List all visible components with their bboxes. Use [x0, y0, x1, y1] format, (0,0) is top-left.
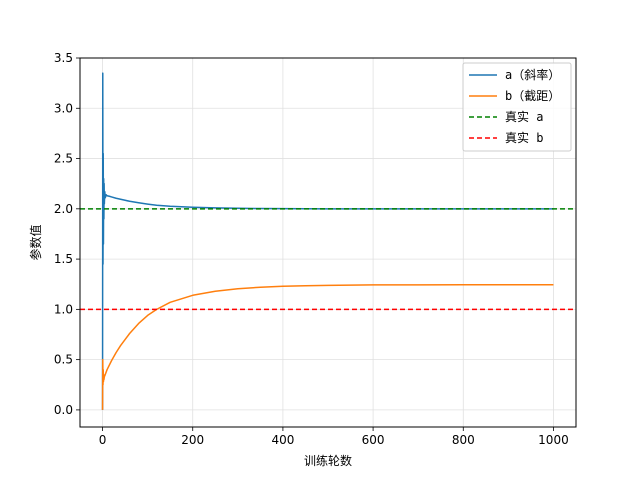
x-tick-label: 400: [271, 433, 294, 447]
x-axis-ticks: 0 200 400 600 800 1000: [99, 427, 569, 447]
legend-box: [462, 62, 572, 152]
y-tick-label: 0.0: [54, 403, 73, 417]
legend-label-1: a（斜率）: [505, 67, 560, 82]
x-tick-label: 1000: [538, 433, 569, 447]
legend: a（斜率） b（截距） 真实 a 真实 b: [462, 62, 572, 152]
legend-label-3: 真实 a: [505, 109, 543, 124]
y-tick-label: 1.0: [54, 302, 73, 316]
x-axis-label: 训练轮数: [304, 453, 352, 468]
legend-label-2: b（截距）: [505, 89, 560, 103]
y-axis-label: 参数值: [28, 224, 43, 260]
y-axis-ticks: 0.0 0.5 1.0 1.5 2.0 2.5 3.0 3.5: [54, 51, 80, 417]
plot-series: [80, 72, 576, 410]
x-tick-label: 0: [99, 433, 107, 447]
series-line-2: [101, 283, 554, 410]
y-tick-label: 1.5: [54, 252, 73, 266]
y-tick-label: 3.5: [54, 51, 73, 65]
y-tick-label: 2.0: [54, 202, 73, 216]
y-tick-label: 3.0: [54, 101, 73, 115]
plot-frame: [79, 57, 577, 428]
legend-label-4: 真实 b: [505, 130, 543, 145]
x-tick-label: 800: [452, 433, 475, 447]
x-tick-label: 200: [181, 433, 204, 447]
y-tick-label: 2.5: [54, 152, 73, 166]
x-tick-label: 600: [362, 433, 385, 447]
y-tick-label: 0.5: [54, 353, 73, 367]
